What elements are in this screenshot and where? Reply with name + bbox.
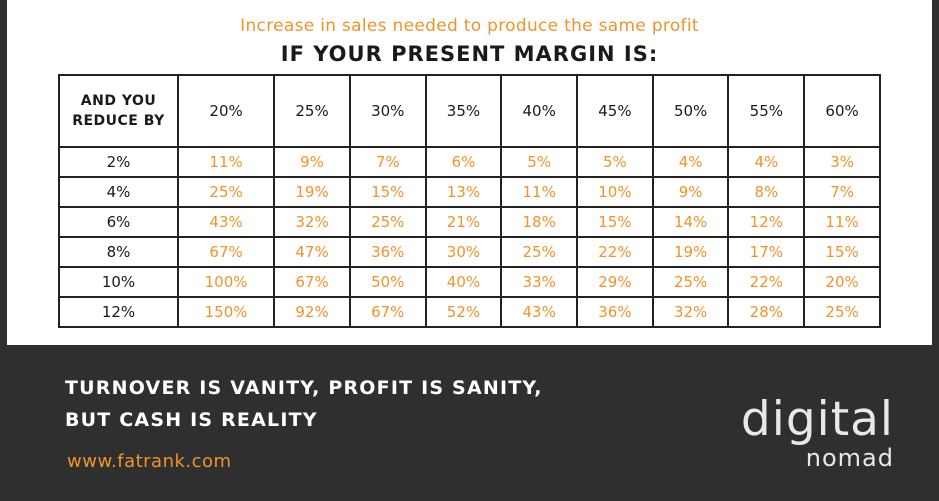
- table-cell: 36%: [348, 236, 427, 268]
- quote-line-1: TURNOVER IS VANITY, PROFIT IS SANITY,: [65, 377, 543, 399]
- table-body: 2% 11% 9% 7% 6% 5% 5% 4% 4% 3% 4% 25% 19% 15% 13% 11% 10…: [58, 146, 881, 328]
- column-header: 55%: [727, 74, 806, 148]
- column-header: 30%: [348, 74, 427, 148]
- table-cell: 30%: [424, 236, 503, 268]
- table-row: 6% 43% 32% 25% 21% 18% 15% 14% 12% 11%: [58, 206, 881, 238]
- table-cell: 4%: [651, 146, 730, 178]
- corner-label-line1: AND YOU: [80, 93, 157, 109]
- table-cell: 11%: [803, 206, 881, 238]
- corner-label-line2: REDUCE BY: [72, 113, 165, 129]
- table-row: 2% 11% 9% 7% 6% 5% 5% 4% 4% 3%: [58, 146, 881, 178]
- table-cell: 22%: [576, 236, 654, 268]
- table-cell: 4%: [727, 146, 806, 178]
- corner-header: AND YOU REDUCE BY: [58, 74, 179, 148]
- table-cell: 12%: [727, 206, 806, 238]
- row-label: 8%: [58, 236, 179, 268]
- subtitle: Increase in sales needed to produce the …: [240, 16, 699, 36]
- table-cell: 22%: [727, 266, 806, 298]
- table-cell: 100%: [176, 266, 276, 298]
- table-cell: 8%: [727, 176, 806, 208]
- header-row: AND YOU REDUCE BY 20% 25% 30% 35% 40% 45…: [58, 74, 881, 148]
- table-cell: 33%: [500, 266, 579, 298]
- table-panel: Increase in sales needed to produce the …: [7, 0, 932, 345]
- table-cell: 25%: [176, 176, 276, 208]
- table-cell: 11%: [176, 146, 276, 178]
- table-row: 10% 100% 67% 50% 40% 33% 29% 25% 22% 20%: [58, 266, 881, 298]
- logo: digital nomad: [740, 392, 894, 472]
- table-cell: 15%: [803, 236, 881, 268]
- table-cell: 29%: [576, 266, 654, 298]
- logo-text-bottom: nomad: [805, 444, 894, 472]
- table-cell: 11%: [500, 176, 579, 208]
- row-label: 4%: [58, 176, 179, 208]
- table-cell: 19%: [651, 236, 730, 268]
- table-cell: 9%: [273, 146, 351, 178]
- table-cell: 52%: [424, 296, 503, 328]
- table-cell: 40%: [424, 266, 503, 298]
- table-cell: 15%: [576, 206, 654, 238]
- table-cell: 9%: [651, 176, 730, 208]
- table-cell: 43%: [176, 206, 276, 238]
- table-cell: 28%: [727, 296, 806, 328]
- table-cell: 7%: [803, 176, 881, 208]
- table-cell: 13%: [424, 176, 503, 208]
- table-cell: 19%: [273, 176, 351, 208]
- table-cell: 36%: [576, 296, 654, 328]
- table-cell: 67%: [176, 236, 276, 268]
- table-cell: 25%: [500, 236, 579, 268]
- table-cell: 20%: [803, 266, 881, 298]
- table-cell: 25%: [348, 206, 427, 238]
- column-header: 25%: [273, 74, 351, 148]
- table-cell: 14%: [651, 206, 730, 238]
- row-label: 12%: [58, 296, 179, 328]
- column-header: 45%: [576, 74, 654, 148]
- table-cell: 67%: [348, 296, 427, 328]
- website-link[interactable]: www.fatrank.com: [67, 451, 232, 472]
- table-cell: 3%: [803, 146, 881, 178]
- table-cell: 10%: [576, 176, 654, 208]
- table-cell: 18%: [500, 206, 579, 238]
- table-cell: 6%: [424, 146, 503, 178]
- table-cell: 5%: [500, 146, 579, 178]
- table-cell: 32%: [273, 206, 351, 238]
- column-header: 60%: [803, 74, 881, 148]
- column-header: 50%: [651, 74, 730, 148]
- column-header: 20%: [176, 74, 276, 148]
- row-label: 6%: [58, 206, 179, 238]
- column-header: 40%: [500, 74, 579, 148]
- table-row: 8% 67% 47% 36% 30% 25% 22% 19% 17% 15%: [58, 236, 881, 268]
- logo-text-top: digital: [740, 392, 894, 447]
- table-row: 4% 25% 19% 15% 13% 11% 10% 9% 8% 7%: [58, 176, 881, 208]
- row-label: 2%: [58, 146, 179, 178]
- table-cell: 50%: [348, 266, 427, 298]
- table-cell: 15%: [348, 176, 427, 208]
- table-cell: 17%: [727, 236, 806, 268]
- table-row: 12% 150% 92% 67% 52% 43% 36% 32% 28% 25%: [58, 296, 881, 328]
- table-cell: 7%: [348, 146, 427, 178]
- table-cell: 5%: [576, 146, 654, 178]
- row-label: 10%: [58, 266, 179, 298]
- table-cell: 21%: [424, 206, 503, 238]
- table-cell: 92%: [273, 296, 351, 328]
- table-cell: 43%: [500, 296, 579, 328]
- table-cell: 67%: [273, 266, 351, 298]
- table-cell: 32%: [651, 296, 730, 328]
- margin-table: AND YOU REDUCE BY 20% 25% 30% 35% 40% 45…: [58, 74, 881, 328]
- page-title: IF YOUR PRESENT MARGIN IS:: [280, 42, 659, 66]
- table-cell: 25%: [651, 266, 730, 298]
- table-cell: 150%: [176, 296, 276, 328]
- column-header: 35%: [424, 74, 503, 148]
- quote-line-2: BUT CASH IS REALITY: [65, 409, 318, 431]
- table-cell: 47%: [273, 236, 351, 268]
- table-cell: 25%: [803, 296, 881, 328]
